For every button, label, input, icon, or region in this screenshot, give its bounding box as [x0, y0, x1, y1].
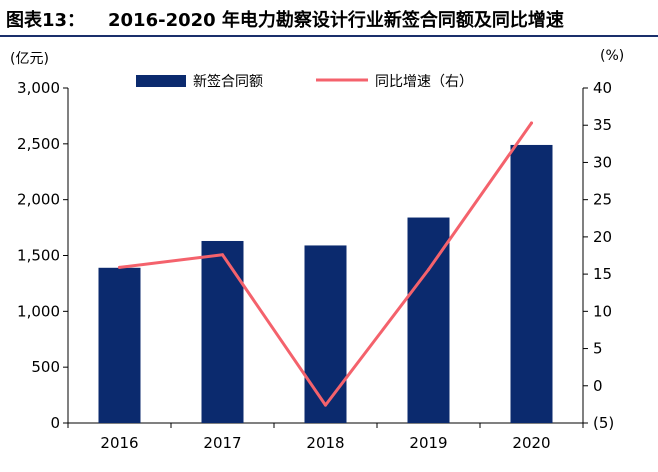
- x-tick-label: 2019: [409, 434, 447, 452]
- left-tick-label: 2,000: [17, 191, 60, 209]
- bar-series: [98, 144, 553, 423]
- legend-bar-swatch: [136, 75, 186, 87]
- right-tick-label: 40: [593, 79, 612, 97]
- left-axis-unit: (亿元): [10, 51, 49, 67]
- right-tick-label: 0: [593, 377, 603, 395]
- legend: 新签合同额 同比增速（右）: [136, 73, 473, 90]
- title-bar: 图表13： 2016-2020 年电力勘察设计行业新签合同额及同比增速: [0, 0, 658, 36]
- legend-line-label: 同比增速（右）: [375, 74, 473, 90]
- bar: [98, 267, 141, 423]
- line-point: [427, 268, 430, 272]
- line-series: [118, 121, 533, 407]
- bar: [201, 240, 244, 423]
- line-point: [324, 403, 327, 407]
- right-tick-label: (5): [593, 414, 614, 432]
- left-tick-label: 3,000: [17, 79, 60, 97]
- left-tick-label: 1,000: [17, 302, 60, 320]
- right-axis-unit: (%): [600, 48, 625, 64]
- left-tick-label: 1,500: [17, 247, 60, 265]
- bar: [304, 245, 347, 423]
- right-tick-label: 25: [593, 191, 612, 209]
- line-point: [530, 121, 533, 125]
- axes: 0 500 1,000 1,500 2,000 2,500 3,000 (5) 0 5 10 15 20…: [17, 79, 614, 452]
- x-tick-label: 2016: [100, 434, 138, 452]
- right-tick-label: 10: [593, 302, 612, 320]
- right-tick-label: 5: [593, 340, 603, 358]
- bar: [510, 144, 553, 423]
- figure-number: 图表13：: [6, 10, 86, 31]
- right-tick-label: 20: [593, 228, 612, 246]
- chart-title: 2016-2020 年电力勘察设计行业新签合同额及同比增速: [108, 10, 564, 31]
- line-point: [221, 253, 224, 257]
- right-tick-label: 30: [593, 153, 612, 171]
- title-underline: [0, 35, 658, 37]
- left-tick-label: 500: [31, 358, 60, 376]
- left-tick-label: 0: [50, 414, 60, 432]
- x-tick-label: 2017: [203, 434, 241, 452]
- left-tick-label: 2,500: [17, 135, 60, 153]
- x-tick-label: 2018: [306, 434, 344, 452]
- right-tick-label: 15: [593, 265, 612, 283]
- line-point: [118, 265, 121, 269]
- legend-bar-label: 新签合同额: [193, 73, 263, 90]
- x-tick-label: 2020: [512, 434, 550, 452]
- right-tick-label: 35: [593, 116, 612, 134]
